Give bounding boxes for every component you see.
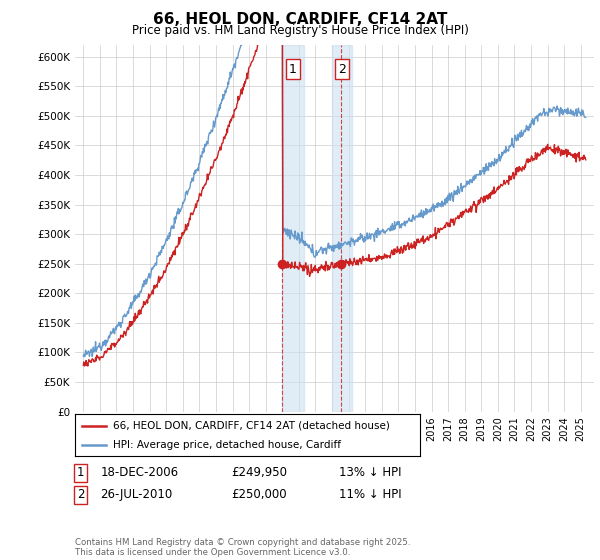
Bar [281, 45, 304, 412]
Text: 13% ↓ HPI: 13% ↓ HPI [339, 466, 401, 479]
Text: £249,950: £249,950 [231, 466, 287, 479]
Text: 26-JUL-2010: 26-JUL-2010 [100, 488, 172, 501]
Text: Price paid vs. HM Land Registry's House Price Index (HPI): Price paid vs. HM Land Registry's House … [131, 24, 469, 37]
Text: 2: 2 [77, 488, 84, 501]
Text: 11% ↓ HPI: 11% ↓ HPI [339, 488, 401, 501]
Text: Contains HM Land Registry data © Crown copyright and database right 2025.
This d: Contains HM Land Registry data © Crown c… [75, 538, 410, 557]
Text: HPI: Average price, detached house, Cardiff: HPI: Average price, detached house, Card… [113, 440, 341, 450]
Bar [332, 45, 352, 412]
Text: 18-DEC-2006: 18-DEC-2006 [100, 466, 178, 479]
Text: 1: 1 [77, 466, 84, 479]
Text: £250,000: £250,000 [231, 488, 287, 501]
Text: 66, HEOL DON, CARDIFF, CF14 2AT: 66, HEOL DON, CARDIFF, CF14 2AT [153, 12, 447, 27]
Text: 66, HEOL DON, CARDIFF, CF14 2AT (detached house): 66, HEOL DON, CARDIFF, CF14 2AT (detache… [113, 421, 390, 431]
Text: 1: 1 [289, 63, 296, 76]
Text: 2: 2 [338, 63, 346, 76]
